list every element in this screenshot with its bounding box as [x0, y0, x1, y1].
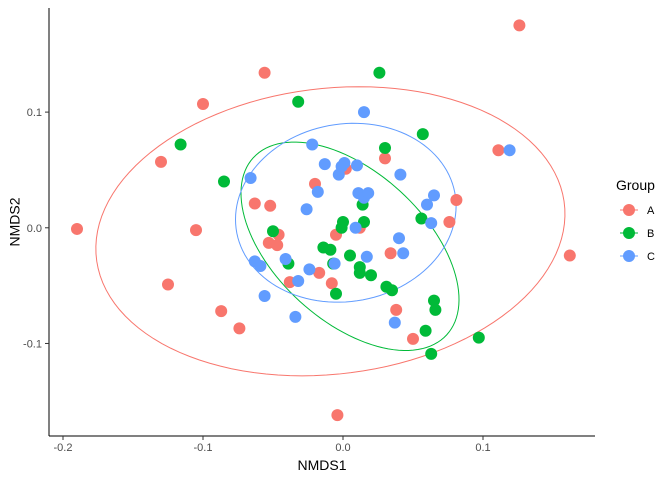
point-group-a	[450, 194, 463, 207]
legend-label-a: A	[647, 205, 655, 217]
point-group-c	[349, 221, 362, 234]
point-group-a	[325, 277, 338, 290]
point-group-c	[351, 159, 363, 172]
point-group-a	[390, 303, 403, 316]
point-group-b	[174, 138, 187, 151]
point-group-b	[419, 324, 432, 337]
legend-label-b: B	[647, 228, 654, 240]
point-group-b	[337, 216, 349, 228]
legend-label-c: C	[647, 251, 655, 263]
x-tick-label: 0.1	[475, 442, 490, 454]
point-group-b	[416, 128, 429, 141]
point-group-c	[289, 310, 302, 323]
ellipse-group-b	[240, 141, 460, 351]
point-group-b	[386, 284, 398, 297]
point-group-b	[218, 175, 230, 188]
point-group-c	[244, 172, 257, 185]
point-group-a	[155, 155, 167, 168]
point-group-a	[215, 305, 228, 318]
point-group-c	[503, 144, 516, 157]
x-tick-label: -0.2	[54, 442, 73, 454]
point-group-c	[393, 232, 405, 245]
x-tick-label: -0.1	[194, 442, 213, 454]
point-group-b	[428, 294, 440, 307]
point-group-b	[415, 212, 428, 225]
point-group-a	[407, 332, 419, 345]
legend: Group ABC	[616, 177, 655, 263]
point-group-c	[421, 198, 433, 211]
point-group-a	[162, 278, 174, 291]
point-group-c	[303, 263, 316, 276]
y-tick-label: 0.0	[27, 223, 42, 235]
point-group-c	[362, 187, 375, 200]
point-group-b	[373, 66, 386, 79]
point-group-a	[513, 19, 526, 32]
point-group-a	[271, 239, 284, 252]
point-group-c	[338, 157, 351, 170]
point-group-c	[300, 203, 313, 216]
point-group-c	[318, 158, 331, 171]
point-group-c	[360, 250, 373, 263]
y-tick-label: 0.1	[27, 107, 42, 119]
point-group-b	[267, 225, 279, 238]
confidence-ellipses	[95, 86, 566, 377]
point-group-a	[331, 409, 344, 422]
point-group-c	[279, 253, 292, 266]
point-group-a	[384, 247, 397, 260]
point-group-a	[563, 249, 576, 262]
point-group-c	[258, 290, 271, 303]
point-group-c	[397, 247, 410, 260]
point-group-a	[71, 222, 83, 235]
ellipse-group-a	[95, 86, 566, 377]
point-group-b	[365, 269, 377, 282]
point-group-c	[428, 189, 440, 202]
point-group-c	[394, 168, 407, 181]
point-group-c	[254, 259, 267, 272]
point-group-b	[379, 141, 391, 154]
point-group-c	[306, 138, 319, 151]
point-group-b	[429, 303, 442, 316]
point-group-a	[313, 266, 326, 279]
ellipse-group-c	[235, 122, 457, 303]
point-group-b	[472, 331, 485, 344]
point-group-a	[379, 152, 391, 165]
point-group-b	[292, 95, 305, 108]
y-axis-title: NMDS2	[7, 197, 23, 246]
point-group-c	[311, 185, 324, 198]
x-tick-label: 0.0	[335, 442, 350, 454]
point-group-a	[443, 216, 456, 228]
y-tick-label: -0.1	[23, 338, 42, 350]
legend-key-a	[623, 204, 635, 216]
legend-key-c	[623, 250, 635, 262]
x-axis-title: NMDS1	[297, 457, 346, 473]
point-group-c	[358, 106, 370, 119]
point-group-b	[344, 249, 356, 262]
point-group-a	[190, 224, 202, 237]
x-axis-ticks: -0.2 -0.1 0.0 0.1	[54, 436, 491, 454]
point-group-c	[388, 316, 401, 329]
legend-title: Group	[616, 177, 655, 193]
point-group-a	[492, 144, 505, 157]
point-group-b	[330, 287, 342, 300]
point-group-c	[328, 257, 341, 270]
scatter-points	[71, 19, 576, 422]
point-group-a	[197, 98, 209, 111]
point-group-c	[425, 217, 438, 230]
point-group-a	[248, 197, 261, 210]
point-group-b	[425, 347, 438, 360]
point-group-a	[258, 66, 271, 79]
y-axis-ticks: -0.1 0.0 0.1	[23, 107, 49, 350]
point-group-a	[233, 322, 246, 335]
point-group-b	[358, 216, 370, 228]
point-group-a	[264, 199, 277, 212]
point-group-b	[353, 266, 366, 279]
legend-key-b	[623, 227, 635, 239]
point-group-b	[324, 243, 337, 256]
point-group-c	[292, 274, 305, 287]
